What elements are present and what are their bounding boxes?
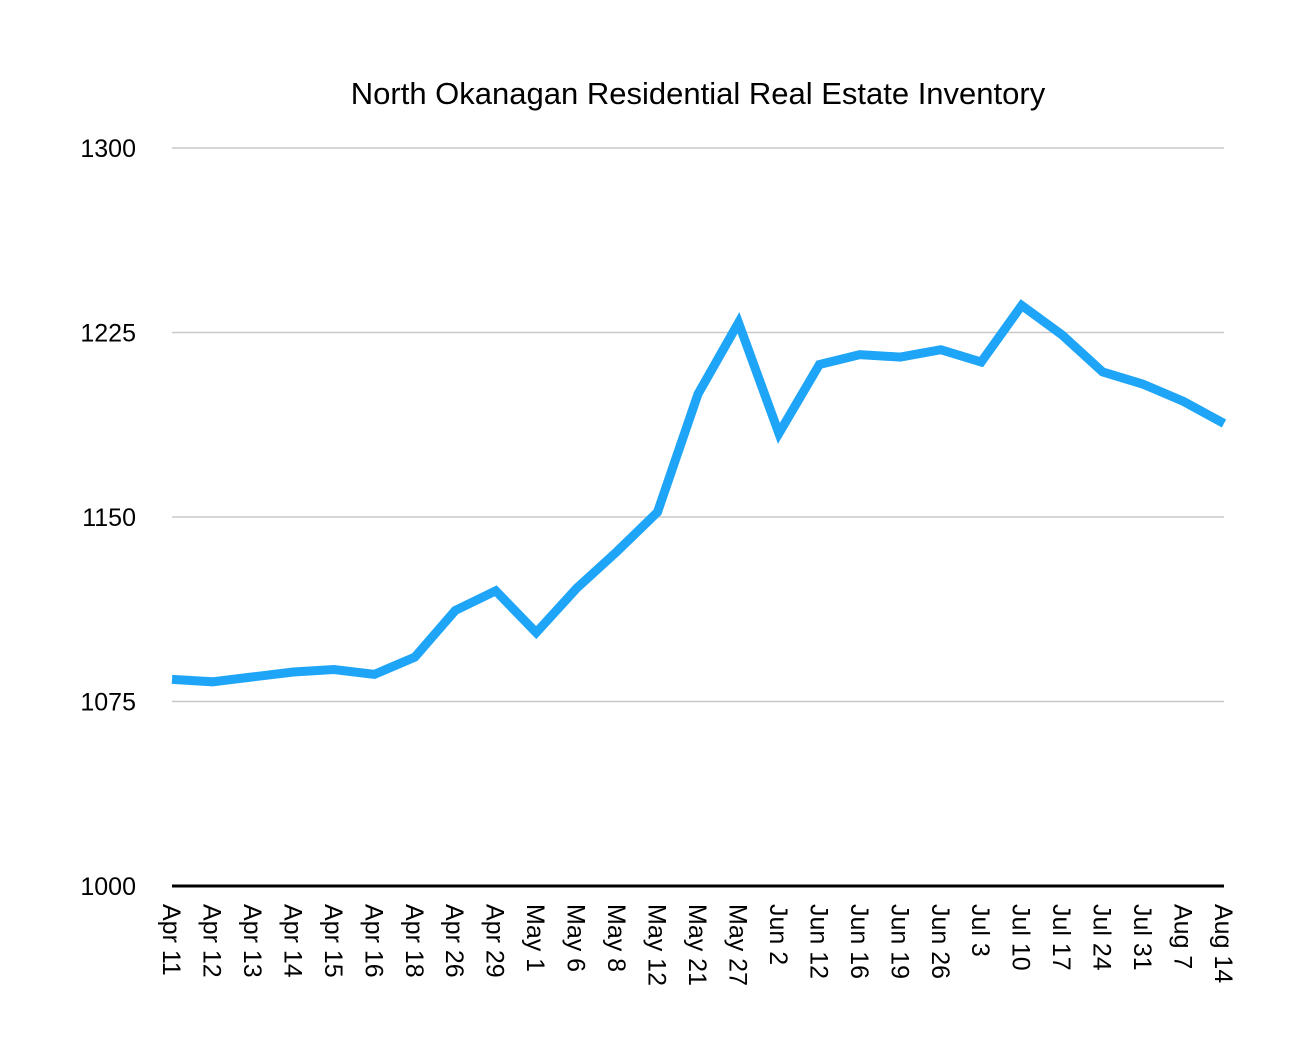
x-tick-label: Jul 17 [1047, 904, 1075, 971]
x-tick-label: May 8 [602, 904, 630, 972]
x-tick-label: Apr 26 [440, 904, 468, 978]
x-tick-label: Apr 18 [400, 904, 428, 978]
x-tick-label: Apr 13 [238, 904, 266, 978]
x-tick-label: Apr 16 [359, 904, 387, 978]
x-tick-label: Apr 11 [157, 904, 185, 976]
x-tick-label: Jul 3 [966, 904, 994, 957]
x-tick-label: Jun 16 [845, 904, 873, 979]
x-tick-label: Jun 26 [926, 904, 954, 979]
x-tick-label: May 12 [643, 904, 671, 986]
x-tick-label: Jul 10 [1007, 904, 1035, 971]
x-tick-label: May 27 [723, 904, 751, 986]
x-tick-label: Jul 31 [1128, 904, 1156, 971]
y-tick-label: 1300 [80, 135, 136, 163]
x-tick-label: Jul 24 [1088, 904, 1116, 971]
x-tick-label: Jun 2 [764, 904, 792, 965]
y-tick-label: 1000 [80, 873, 136, 901]
x-tick-label: Aug 14 [1209, 904, 1237, 983]
x-tick-label: Apr 15 [319, 904, 347, 978]
x-tick-label: May 1 [521, 904, 549, 972]
y-tick-label: 1225 [80, 320, 136, 348]
gridlines [172, 147, 1224, 703]
x-tick-label: Apr 14 [278, 904, 306, 978]
chart-title: North Okanagan Residential Real Estate I… [351, 76, 1046, 111]
x-tick-label: Apr 12 [197, 904, 225, 978]
y-tick-label: 1150 [82, 504, 136, 532]
x-tick-label: Jun 12 [804, 904, 832, 979]
x-tick-label: Jun 19 [885, 904, 913, 979]
x-tick-label: May 6 [562, 904, 590, 972]
y-tick-label: 1075 [80, 689, 136, 717]
x-tick-label: Apr 29 [481, 904, 509, 978]
y-axis-ticks: 1000 1075 1150 1225 1300 [80, 135, 136, 901]
x-axis-ticks: Apr 11 Apr 12 Apr 13 Apr 14 Apr 15 Apr 16 Apr … [157, 904, 1237, 986]
series-line-0 [171, 299, 1227, 687]
x-tick-label: Aug 7 [1169, 904, 1197, 969]
series-layer [171, 299, 1227, 687]
x-tick-label: May 21 [683, 904, 711, 986]
